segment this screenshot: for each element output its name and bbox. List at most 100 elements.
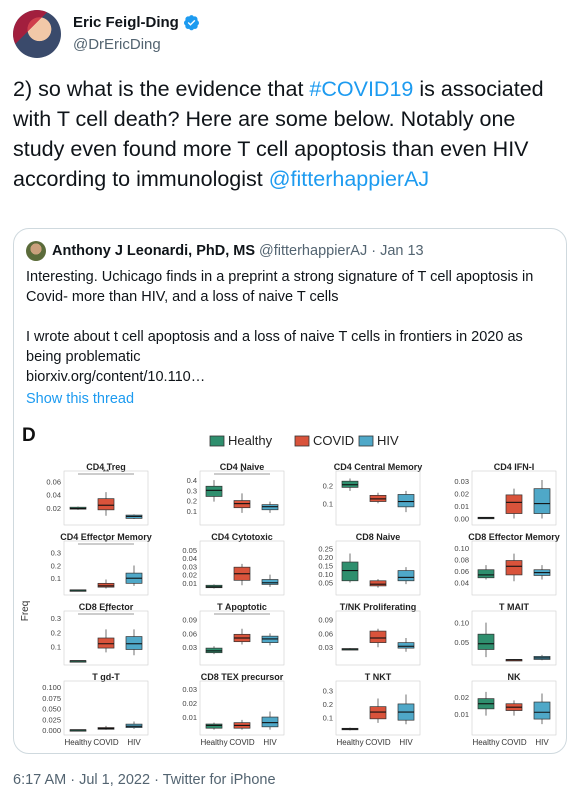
y-tick-label: 0.2 bbox=[187, 497, 197, 506]
y-tick-label: 0.05 bbox=[318, 578, 333, 587]
significance-label: * bbox=[240, 468, 243, 477]
box-hiv bbox=[533, 701, 551, 720]
y-tick-label: 0.075 bbox=[42, 694, 61, 703]
x-tick-label: HIV bbox=[399, 738, 413, 747]
y-tick-label: 0.050 bbox=[42, 705, 61, 714]
panel-title: T Apoptotic bbox=[217, 602, 267, 612]
y-tick-label: 0.00 bbox=[454, 515, 469, 524]
tweet-footer: 6:17 AM · Jul 1, 2022 · Twitter for iPho… bbox=[13, 772, 276, 788]
y-tick-label: 0.05 bbox=[454, 638, 469, 647]
mention-link[interactable]: @fitterhappierAJ bbox=[268, 167, 430, 191]
hashtag-link[interactable]: #COVID19 bbox=[309, 77, 414, 101]
panel-frame bbox=[471, 680, 557, 736]
quoted-tweet[interactable]: Anthony J Leonardi, PhD, MS @fitterhappi… bbox=[13, 228, 567, 754]
box-healthy bbox=[477, 569, 495, 579]
box-covid bbox=[505, 560, 523, 576]
panel-title: CD4 IFN-I bbox=[494, 462, 535, 472]
quoted-author-name: Anthony J Leonardi, PhD, MS bbox=[52, 243, 256, 259]
box-covid bbox=[369, 706, 387, 720]
panel-title: CD8 Effector bbox=[79, 602, 134, 612]
author-avatar[interactable] bbox=[13, 10, 61, 58]
y-tick-label: 0.3 bbox=[51, 614, 61, 623]
y-tick-label: 0.4 bbox=[187, 476, 197, 485]
legend-swatch-covid bbox=[294, 435, 310, 447]
footer-date[interactable]: Jul 1, 2022 bbox=[79, 772, 151, 788]
box-healthy bbox=[477, 633, 495, 650]
y-tick-label: 0.1 bbox=[187, 507, 197, 516]
y-tick-label: 0.1 bbox=[51, 574, 61, 583]
y-tick-label: 0.3 bbox=[51, 549, 61, 558]
y-tick-label: 0.03 bbox=[318, 643, 333, 652]
y-tick-label: 0.2 bbox=[323, 482, 333, 491]
quoted-link: biorxiv.org/content/10.110… bbox=[26, 369, 206, 385]
x-tick-label: HIV bbox=[127, 738, 141, 747]
panel-frame bbox=[199, 470, 285, 526]
x-tick-label: Healthy bbox=[200, 738, 227, 747]
box-covid bbox=[505, 494, 523, 514]
y-tick-label: 0.06 bbox=[454, 567, 469, 576]
boxplot-panel: CD4 Cytotoxic 0.050.040.030.020.01 bbox=[182, 532, 285, 596]
y-tick-label: 0.02 bbox=[454, 693, 469, 702]
y-tick-label: 0.01 bbox=[182, 579, 197, 588]
panel-title: CD4 Cytotoxic bbox=[211, 532, 273, 542]
x-tick-label: Healthy bbox=[64, 738, 91, 747]
quoted-author-avatar bbox=[26, 241, 46, 261]
x-tick-label: COVID bbox=[93, 738, 119, 747]
y-tick-label: 0.01 bbox=[182, 713, 197, 722]
y-tick-label: 0.25 bbox=[318, 544, 333, 553]
panel-title: T/NK Proliferating bbox=[340, 602, 417, 612]
y-tick-label: 0.100 bbox=[42, 683, 61, 692]
y-tick-label: 0.03 bbox=[182, 685, 197, 694]
x-tick-label: HIV bbox=[263, 738, 277, 747]
y-tick-label: 0.01 bbox=[454, 502, 469, 511]
box-hiv bbox=[397, 642, 415, 649]
panel-frame bbox=[63, 680, 149, 736]
y-tick-label: 0.10 bbox=[318, 570, 333, 579]
y-tick-label: 0.15 bbox=[318, 561, 333, 570]
box-covid bbox=[369, 580, 387, 587]
footer-dot-2: · bbox=[154, 772, 159, 788]
panel-frame bbox=[199, 680, 285, 736]
y-tick-label: 0.000 bbox=[42, 726, 61, 735]
y-tick-label: 0.025 bbox=[42, 715, 61, 724]
panel-frame bbox=[471, 470, 557, 526]
y-tick-label: 0.03 bbox=[182, 562, 197, 571]
y-tick-label: 0.06 bbox=[46, 478, 61, 487]
boxplot-panel: NK 0.02 0.01 Healthy COVID HIV bbox=[454, 672, 557, 747]
panel-frame bbox=[199, 540, 285, 596]
show-thread-link[interactable]: Show this thread bbox=[26, 391, 135, 407]
panel-title: CD4 Central Memory bbox=[334, 462, 423, 472]
footer-time[interactable]: 6:17 AM bbox=[13, 772, 67, 788]
panel-title: CD8 TEX precursor bbox=[201, 672, 284, 682]
y-tick-label: 0.09 bbox=[182, 616, 197, 625]
panel-frame bbox=[63, 610, 149, 666]
boxplot-panel: CD4 Naive 0.40.3 0.20.1 * bbox=[187, 462, 285, 526]
significance-label: * bbox=[240, 608, 243, 617]
box-hiv bbox=[261, 716, 279, 728]
panel-letter: D bbox=[22, 425, 36, 446]
x-tick-label: COVID bbox=[365, 738, 391, 747]
y-tick-label: 0.02 bbox=[182, 699, 197, 708]
author-name[interactable]: Eric Feigl-Ding bbox=[73, 14, 179, 31]
panel-frame bbox=[471, 610, 557, 666]
significance-label: * bbox=[104, 538, 107, 547]
author-handle[interactable]: @DrEricDing bbox=[73, 36, 161, 53]
author-display-name[interactable]: Eric Feigl-Ding bbox=[73, 14, 200, 31]
panel-title: CD8 Effector Memory bbox=[468, 532, 560, 542]
boxplot-panel: CD8 Effector 0.3 0.2 0.1 * bbox=[51, 602, 149, 666]
x-tick-label: HIV bbox=[535, 738, 549, 747]
box-covid bbox=[97, 582, 115, 588]
legend-swatch-hiv bbox=[358, 435, 374, 447]
y-tick-label: 0.2 bbox=[51, 628, 61, 637]
panel-frame bbox=[63, 540, 149, 596]
y-tick-label: 0.10 bbox=[454, 619, 469, 628]
tweet-text: 2) so what is the evidence that #COVID19… bbox=[13, 74, 568, 194]
significance-label: ** bbox=[103, 468, 109, 477]
panel-frame bbox=[471, 540, 557, 596]
y-tick-label: 0.1 bbox=[51, 643, 61, 652]
boxplot-panel: T MAIT 0.10 0.05 bbox=[454, 602, 557, 666]
panel-title: CD4 Effector Memory bbox=[60, 532, 152, 542]
legend-label-healthy: Healthy bbox=[228, 433, 273, 448]
panel-frame bbox=[335, 540, 421, 596]
